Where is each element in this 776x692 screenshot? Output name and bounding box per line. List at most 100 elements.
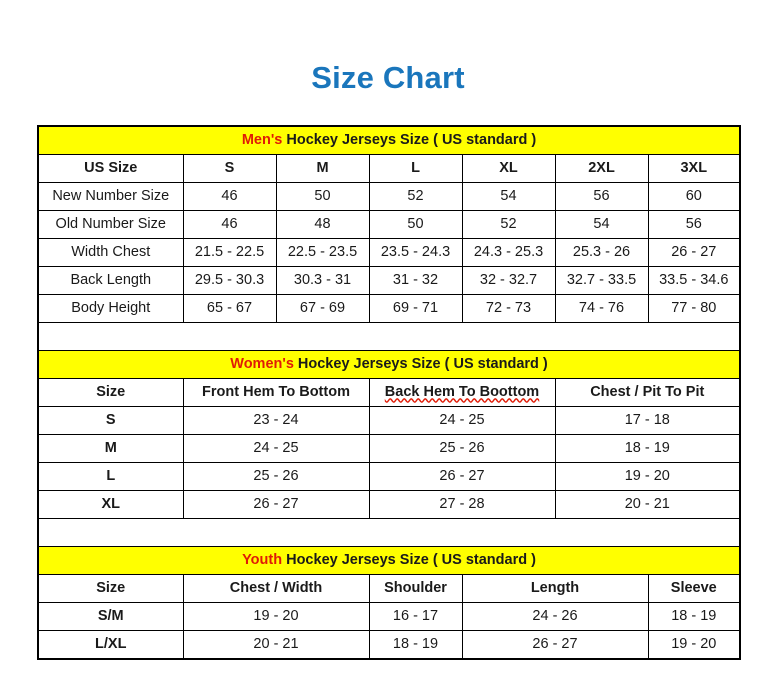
table-cell: 74 - 76	[554, 294, 649, 323]
table-cell: 25 - 26	[368, 434, 556, 463]
table-row: New Number Size 46 50 52 54 56 60	[37, 182, 741, 211]
table-cell: 46	[182, 210, 277, 239]
table-cell: 26 - 27	[182, 490, 370, 519]
size-chart-tables: Men's Hockey Jerseys Size ( US standard …	[37, 125, 742, 660]
row-header: Width Chest	[37, 238, 184, 267]
row-header: Back Length	[37, 266, 184, 295]
table-cell: 22.5 - 23.5	[275, 238, 370, 267]
section-heading-accent: Men's	[241, 131, 283, 148]
table-cell: 69 - 71	[368, 294, 463, 323]
table-cell: 67 - 69	[275, 294, 370, 323]
section-heading-row-mens: Men's Hockey Jerseys Size ( US standard …	[37, 125, 741, 155]
column-header: Back Hem To Boottom	[368, 378, 556, 407]
column-header: 3XL	[647, 154, 741, 183]
column-header-row-mens: US Size S M L XL 2XL 3XL	[37, 154, 741, 183]
row-header: Body Height	[37, 294, 184, 323]
column-header: Chest / Width	[182, 574, 370, 603]
section-spacer-cell	[37, 518, 741, 547]
table-row: S 23 - 24 24 - 25 17 - 18	[37, 406, 741, 435]
table-cell: 65 - 67	[182, 294, 277, 323]
row-header: M	[37, 434, 184, 463]
table-cell: 24.3 - 25.3	[461, 238, 556, 267]
column-header: Front Hem To Bottom	[182, 378, 370, 407]
table-cell: 60	[647, 182, 741, 211]
size-chart-table: Men's Hockey Jerseys Size ( US standard …	[37, 125, 742, 660]
table-cell: 56	[554, 182, 649, 211]
section-heading-youth: Youth Hockey Jerseys Size ( US standard …	[37, 546, 741, 575]
column-header: Size	[37, 378, 184, 407]
table-cell: 18 - 19	[368, 630, 463, 660]
column-header: 2XL	[554, 154, 649, 183]
table-cell: 24 - 26	[461, 602, 649, 631]
table-cell: 20 - 21	[182, 630, 370, 660]
column-header: US Size	[37, 154, 184, 183]
table-cell: 26 - 27	[647, 238, 741, 267]
table-cell: 19 - 20	[647, 630, 741, 660]
column-header-row-womens: Size Front Hem To Bottom Back Hem To Boott…	[37, 378, 741, 407]
table-cell: 50	[275, 182, 370, 211]
table-cell: 56	[647, 210, 741, 239]
table-cell: 48	[275, 210, 370, 239]
column-header: S	[182, 154, 277, 183]
section-heading-rest: Hockey Jerseys Size ( US standard )	[282, 131, 537, 148]
table-cell: 33.5 - 34.6	[647, 266, 741, 295]
table-row: Body Height 65 - 67 67 - 69 69 - 71 72 - 73 7…	[37, 294, 741, 323]
row-header: New Number Size	[37, 182, 184, 211]
section-heading-rest: Hockey Jerseys Size ( US standard )	[282, 551, 536, 568]
table-row: XL 26 - 27 27 - 28 20 - 21	[37, 490, 741, 519]
table-cell: 23 - 24	[182, 406, 370, 435]
table-cell: 72 - 73	[461, 294, 556, 323]
table-cell: 29.5 - 30.3	[182, 266, 277, 295]
column-header: Length	[461, 574, 649, 603]
table-cell: 32.7 - 33.5	[554, 266, 649, 295]
section-heading-mens: Men's Hockey Jerseys Size ( US standard …	[37, 125, 741, 155]
table-cell: 24 - 25	[182, 434, 370, 463]
table-cell: 32 - 32.7	[461, 266, 556, 295]
row-header: Old Number Size	[37, 210, 184, 239]
table-cell: 25.3 - 26	[554, 238, 649, 267]
column-header: M	[275, 154, 370, 183]
column-header: XL	[461, 154, 556, 183]
table-cell: 54	[461, 182, 556, 211]
table-cell: 46	[182, 182, 277, 211]
row-header: L/XL	[37, 630, 184, 660]
misspelled-text: Back Hem To Boottom	[384, 383, 540, 400]
table-row: Old Number Size 46 48 50 52 54 56	[37, 210, 741, 239]
table-cell: 50	[368, 210, 463, 239]
row-header: L	[37, 462, 184, 491]
column-header: Shoulder	[368, 574, 463, 603]
section-heading-womens: Women's Hockey Jerseys Size ( US standar…	[37, 350, 741, 379]
table-cell: 54	[554, 210, 649, 239]
table-cell: 21.5 - 22.5	[182, 238, 277, 267]
table-cell: 52	[461, 210, 556, 239]
table-cell: 31 - 32	[368, 266, 463, 295]
row-header: S	[37, 406, 184, 435]
section-heading-row-womens: Women's Hockey Jerseys Size ( US standar…	[37, 350, 741, 379]
table-cell: 19 - 20	[182, 602, 370, 631]
table-cell: 26 - 27	[368, 462, 556, 491]
column-header: Chest / Pit To Pit	[554, 378, 741, 407]
table-cell: 18 - 19	[647, 602, 741, 631]
table-cell: 30.3 - 31	[275, 266, 370, 295]
size-chart-body: Men's Hockey Jerseys Size ( US standard …	[37, 125, 741, 660]
section-heading-accent: Youth	[242, 551, 283, 568]
table-cell: 20 - 21	[554, 490, 741, 519]
page-title: Size Chart	[311, 60, 465, 95]
table-cell: 24 - 25	[368, 406, 556, 435]
table-cell: 16 - 17	[368, 602, 463, 631]
table-cell: 77 - 80	[647, 294, 741, 323]
table-cell: 18 - 19	[554, 434, 741, 463]
table-row: L 25 - 26 26 - 27 19 - 20	[37, 462, 741, 491]
table-cell: 25 - 26	[182, 462, 370, 491]
table-cell: 26 - 27	[461, 630, 649, 660]
table-row: Back Length 29.5 - 30.3 30.3 - 31 31 - 32 32…	[37, 266, 741, 295]
column-header: Sleeve	[647, 574, 741, 603]
section-spacer	[37, 322, 741, 351]
table-cell: 19 - 20	[554, 462, 741, 491]
row-header: XL	[37, 490, 184, 519]
row-header: S/M	[37, 602, 184, 631]
section-spacer-cell	[37, 322, 741, 351]
column-header: L	[368, 154, 463, 183]
table-row: S/M 19 - 20 16 - 17 24 - 26 18 - 19	[37, 602, 741, 631]
